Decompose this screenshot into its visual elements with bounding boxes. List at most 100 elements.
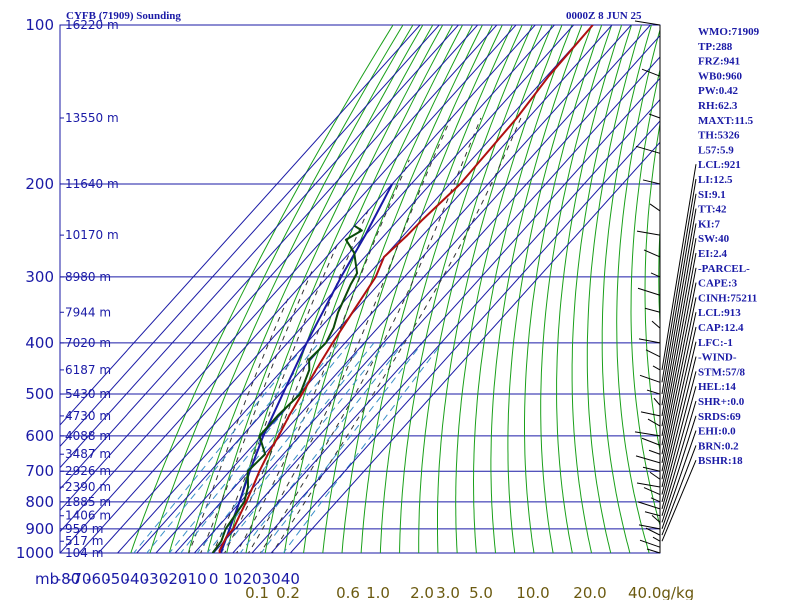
isotherm	[60, 25, 536, 553]
dry-adiabat	[571, 25, 633, 553]
wind-barb	[643, 487, 661, 496]
wind-barb	[634, 20, 661, 26]
pressure-tick-label: 600	[25, 427, 54, 445]
wind-barb	[636, 230, 661, 236]
moist-adiabat	[200, 268, 314, 553]
wind-barb	[650, 497, 661, 503]
moist-adiabat	[259, 117, 482, 553]
chart-grid	[59, 24, 661, 554]
isotherm	[270, 120, 660, 553]
index-leader	[661, 460, 697, 542]
index-leader	[661, 238, 697, 427]
index-label: -WIND-	[698, 352, 737, 364]
isotherm	[174, 25, 651, 553]
pressure-axis-unit: mb	[35, 570, 59, 588]
dewpoint-trace	[211, 224, 363, 553]
dry-adiabat	[168, 25, 414, 553]
wind-barb	[635, 145, 661, 154]
temperature-tick-label: -60	[86, 570, 111, 588]
wind-barb	[648, 113, 661, 119]
index-leader	[661, 282, 697, 455]
index-label: FRZ:941	[698, 56, 740, 68]
wind-barb	[645, 527, 661, 536]
dry-adiabat	[341, 25, 503, 553]
isotherm	[60, 25, 440, 448]
height-label: 7020 m	[65, 336, 111, 350]
pressure-tick-label: 200	[25, 175, 54, 193]
mixing-ratio-line	[146, 342, 320, 553]
pressure-tick-label: 300	[25, 268, 54, 286]
dry-adiabat	[418, 25, 543, 553]
height-label: 104 m	[65, 546, 103, 560]
temperature-tick-label: -80	[56, 570, 81, 588]
pressure-tick-label: 900	[25, 520, 54, 538]
chart-title: CYFB (71909) Sounding	[66, 10, 181, 22]
dry-adiabat	[437, 25, 553, 553]
index-label: CAP:12.4	[698, 322, 744, 334]
wind-barb	[649, 471, 661, 480]
mixing-ratio-tick-label: 10.0	[516, 584, 549, 600]
index-leader	[661, 415, 697, 523]
chart-time: 0000Z 8 JUN 25	[566, 10, 642, 22]
wind-barb	[651, 515, 661, 523]
dry-adiabat	[540, 25, 613, 553]
mixing-ratio-line	[168, 342, 340, 553]
dry-adiabat	[130, 25, 394, 553]
index-label: RH:62.3	[698, 100, 738, 112]
temperature-tick-label: 20	[242, 570, 261, 588]
dry-adiabat	[524, 25, 603, 553]
index-leader	[661, 326, 697, 480]
height-label: 7944 m	[65, 305, 111, 319]
index-label: TT:42	[698, 204, 727, 216]
wind-barb	[653, 397, 661, 406]
height-label: 950 m	[65, 522, 103, 536]
isotherm	[60, 25, 421, 426]
wind-barb	[641, 437, 661, 446]
dry-adiabat	[586, 25, 642, 553]
index-leader	[661, 371, 697, 502]
dry-adiabat	[149, 25, 404, 553]
temperature-trace	[218, 25, 594, 553]
index-label: KI:7	[698, 218, 721, 230]
pressure-tick-label: 800	[25, 493, 54, 511]
isotherm	[60, 25, 478, 490]
height-label: 2926 m	[65, 464, 111, 478]
mixing-ratio-tick-label: 0.1	[245, 584, 269, 600]
isotherm	[78, 25, 555, 553]
index-leader	[661, 297, 697, 463]
index-label: EHI:0.0	[698, 426, 736, 438]
isotherm	[60, 25, 459, 469]
height-label: 3487 m	[65, 447, 111, 461]
index-label: WMO:71909	[698, 26, 760, 38]
wind-barb	[637, 287, 661, 296]
temperature-tick-label: -40	[125, 570, 150, 588]
wind-barb	[642, 179, 661, 185]
index-label: BSHR:18	[698, 455, 743, 467]
index-label: LFC:-1	[698, 337, 733, 349]
index-leader	[661, 445, 697, 536]
dry-adiabat	[556, 25, 623, 553]
wind-barb	[649, 203, 661, 212]
mixing-ratio-tick-label: 2.0	[410, 584, 434, 600]
wind-barb	[643, 249, 661, 258]
height-label: 11640 m	[65, 177, 119, 191]
isotherm	[117, 25, 594, 553]
dry-adiabat	[399, 25, 533, 553]
index-leader	[661, 312, 697, 472]
dry-adiabat	[207, 25, 434, 553]
height-label: 8980 m	[65, 270, 111, 284]
index-label: SW:40	[698, 233, 730, 245]
isotherm	[290, 141, 660, 553]
dry-adiabat	[226, 25, 444, 553]
isotherm	[232, 77, 660, 553]
index-leader	[661, 430, 697, 530]
wind-profile	[634, 20, 661, 554]
wind-barb	[640, 411, 661, 417]
mixing-ratio-line	[282, 342, 443, 553]
height-label: 4730 m	[65, 409, 111, 423]
index-label: TP:288	[698, 41, 733, 53]
height-label: 6187 m	[65, 363, 111, 377]
index-leader	[661, 193, 697, 395]
wind-barb	[646, 548, 661, 554]
height-label: 5430 m	[65, 387, 111, 401]
